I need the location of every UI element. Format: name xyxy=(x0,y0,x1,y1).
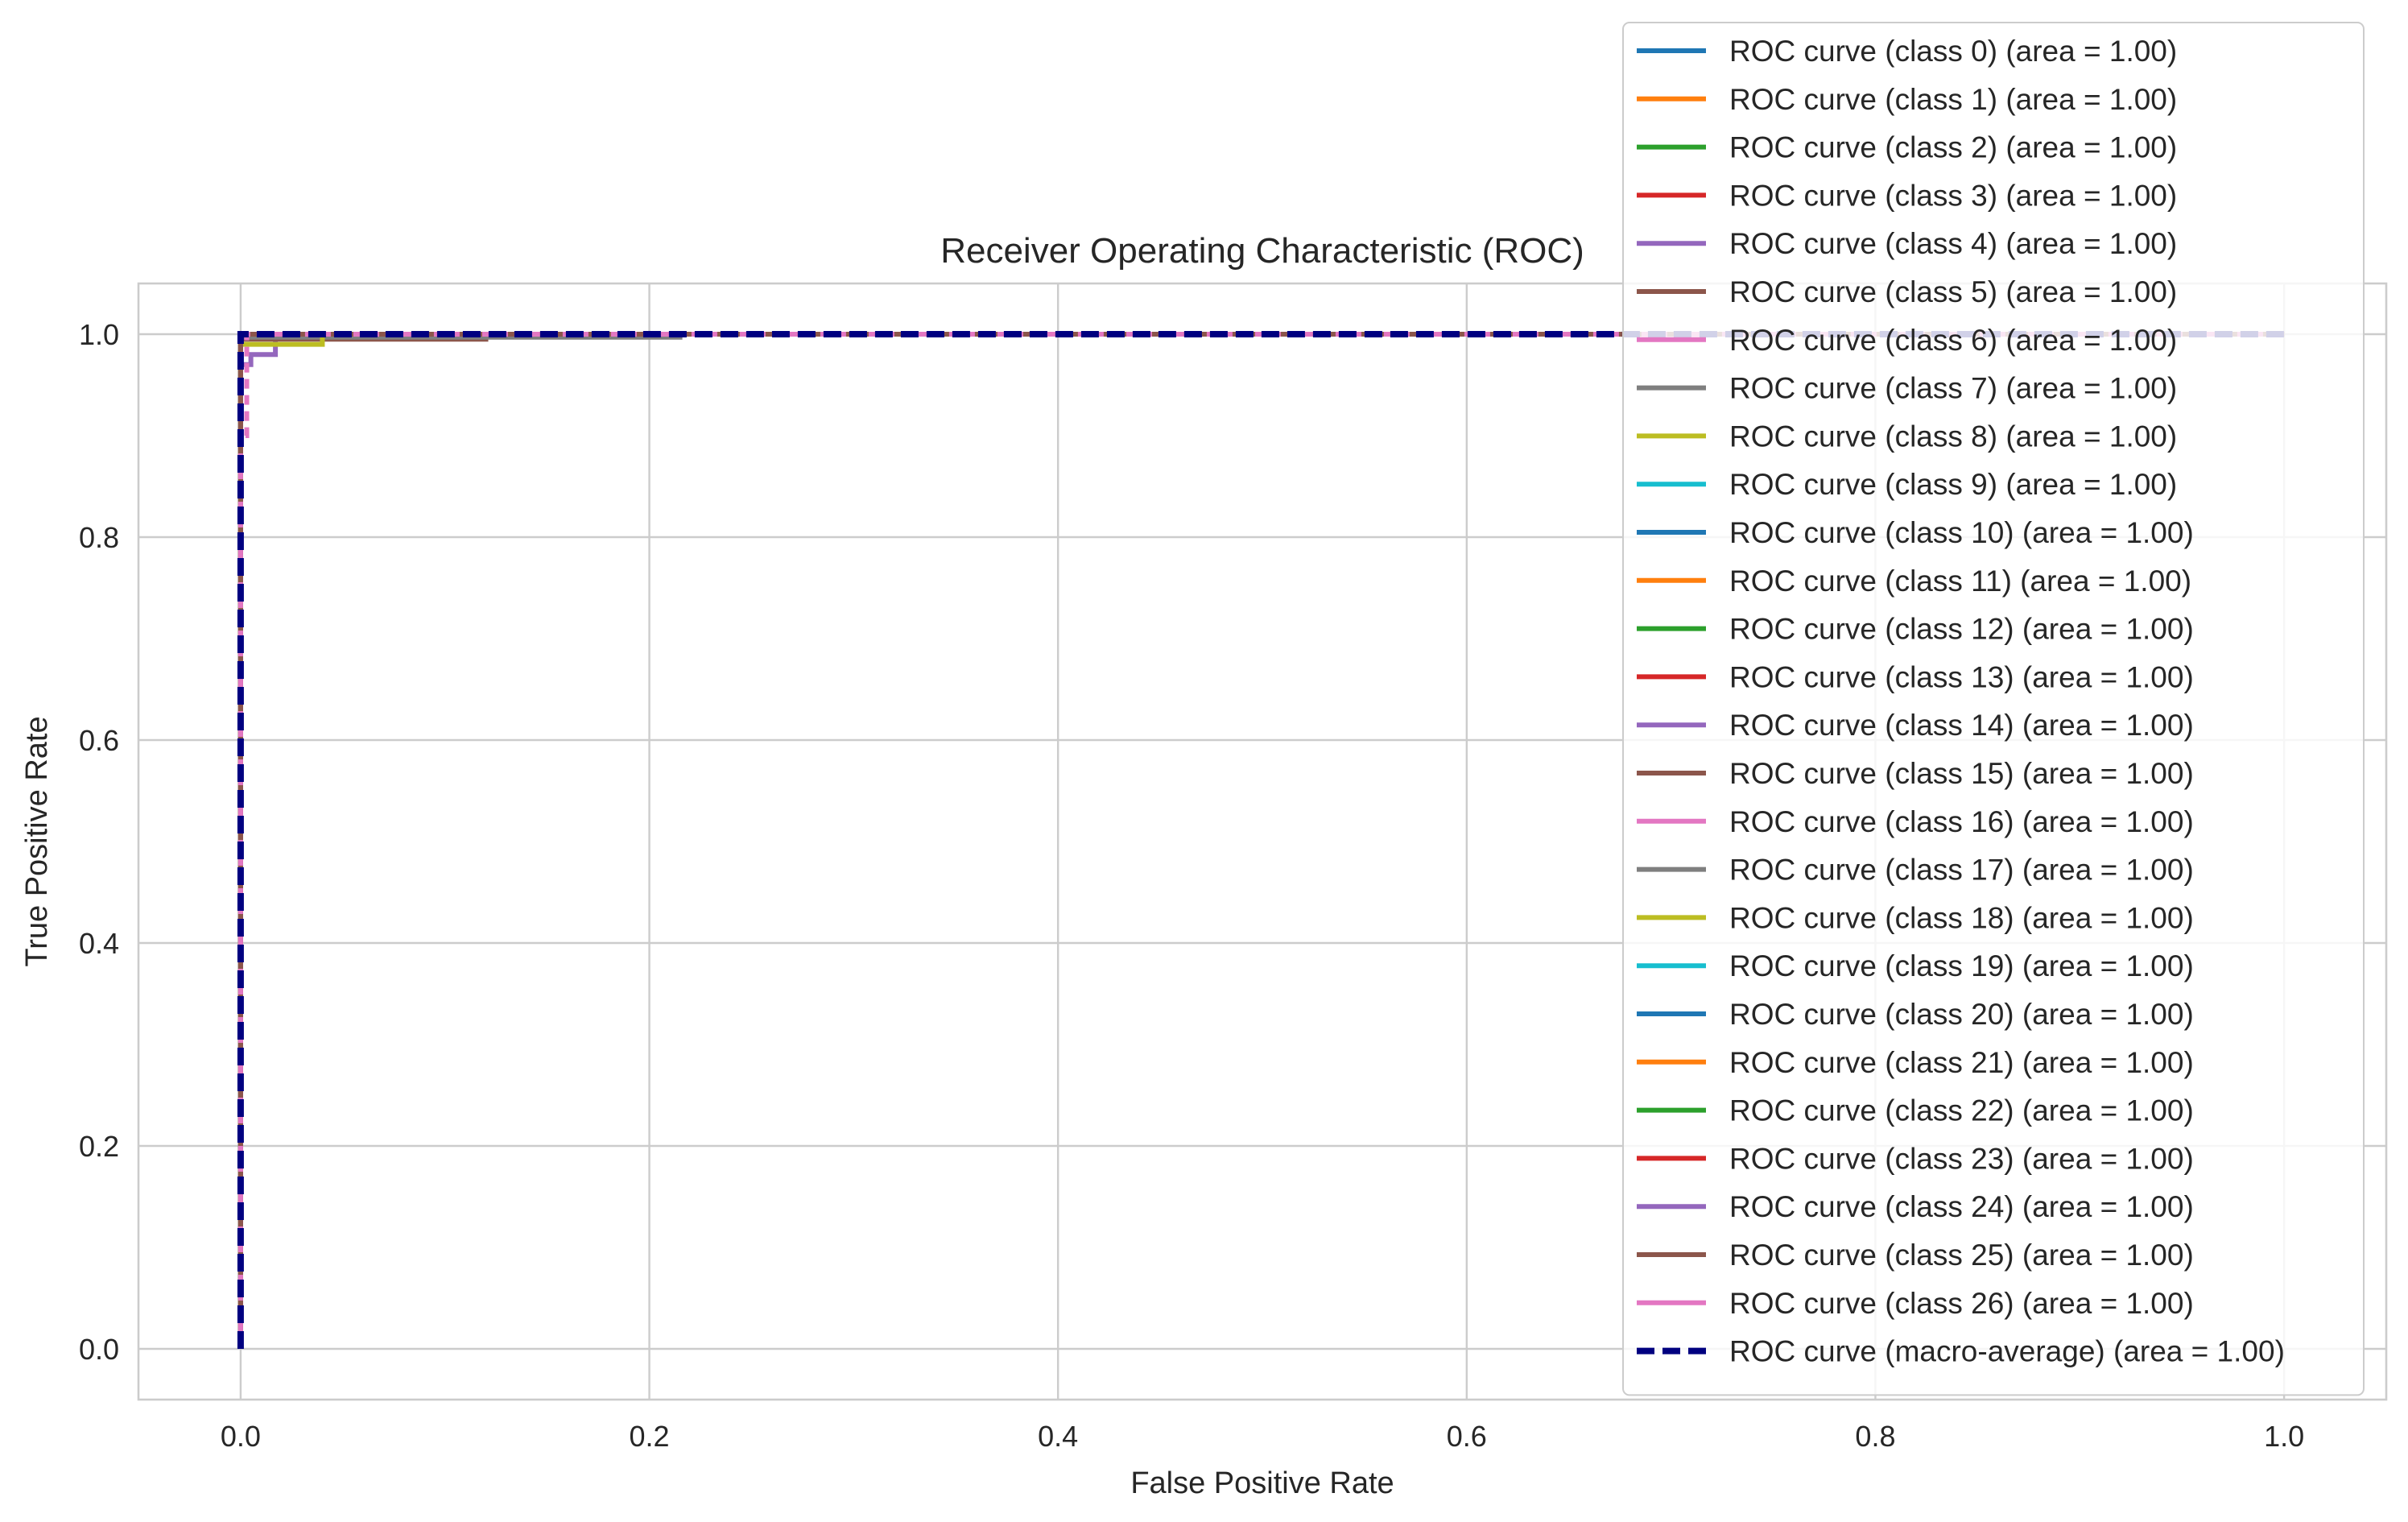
legend-label: ROC curve (class 1) (area = 1.00) xyxy=(1729,83,2177,116)
series-lines xyxy=(237,331,2285,1349)
y-tick-label: 0.6 xyxy=(79,724,119,757)
legend-label: ROC curve (class 15) (area = 1.00) xyxy=(1729,757,2194,790)
legend-label: ROC curve (class 0) (area = 1.00) xyxy=(1729,35,2177,68)
legend-label: ROC curve (class 8) (area = 1.00) xyxy=(1729,420,2177,453)
x-tick-label: 0.8 xyxy=(1855,1420,1895,1453)
legend-label: ROC curve (class 5) (area = 1.00) xyxy=(1729,275,2177,308)
legend-label: ROC curve (class 14) (area = 1.00) xyxy=(1729,709,2194,742)
ticks: 0.0 0.2 0.4 0.6 0.8 1.0 0.0 0.2 0.4 0.6 0.8 1.0 xyxy=(79,318,2304,1453)
legend-label: ROC curve (class 10) (area = 1.00) xyxy=(1729,516,2194,549)
legend-label: ROC curve (class 18) (area = 1.00) xyxy=(1729,901,2194,934)
axes-frame xyxy=(137,282,2388,1401)
legend-label: ROC curve (macro-average) (area = 1.00) xyxy=(1729,1335,2285,1368)
y-tick-label: 0.4 xyxy=(79,927,119,960)
legend-label: ROC curve (class 19) (area = 1.00) xyxy=(1729,949,2194,982)
legend-label: ROC curve (class 17) (area = 1.00) xyxy=(1729,854,2194,887)
legend-label: ROC curve (class 7) (area = 1.00) xyxy=(1729,372,2177,405)
legend-label: ROC curve (class 12) (area = 1.00) xyxy=(1729,613,2194,646)
x-tick-label: 0.0 xyxy=(221,1420,261,1453)
legend-label: ROC curve (class 11) (area = 1.00) xyxy=(1729,565,2191,598)
legend-label: ROC curve (class 24) (area = 1.00) xyxy=(1729,1190,2194,1223)
series-line-macro-average xyxy=(237,331,2285,1349)
legend-box xyxy=(1622,22,2365,1396)
legend-label: ROC curve (class 6) (area = 1.00) xyxy=(1729,324,2177,357)
y-tick-label: 0.0 xyxy=(79,1333,119,1366)
x-tick-label: 1.0 xyxy=(2264,1420,2304,1453)
y-tick-label: 1.0 xyxy=(79,318,119,351)
legend-label: ROC curve (class 3) (area = 1.00) xyxy=(1729,179,2177,212)
legend-label: ROC curve (class 22) (area = 1.00) xyxy=(1729,1094,2194,1127)
axes-border xyxy=(137,282,2388,1401)
x-axis-label: False Positive Rate xyxy=(1130,1466,1394,1500)
legend-label: ROC curve (class 23) (area = 1.00) xyxy=(1729,1142,2194,1175)
legend-label: ROC curve (class 21) (area = 1.00) xyxy=(1729,1046,2194,1079)
chart-title: Receiver Operating Characteristic (ROC) xyxy=(940,231,1584,271)
y-axis-label: True Positive Rate xyxy=(20,716,54,966)
legend-label: ROC curve (class 16) (area = 1.00) xyxy=(1729,805,2194,838)
legend-label: ROC curve (class 26) (area = 1.00) xyxy=(1729,1287,2194,1320)
x-tick-label: 0.4 xyxy=(1038,1420,1078,1453)
legend-label: ROC curve (class 25) (area = 1.00) xyxy=(1729,1239,2194,1272)
legend-label: ROC curve (class 4) (area = 1.00) xyxy=(1729,227,2177,260)
x-tick-label: 0.6 xyxy=(1447,1420,1487,1453)
series-line-class-26 xyxy=(237,332,2285,1349)
x-tick-label: 0.2 xyxy=(630,1420,670,1453)
y-tick-label: 0.2 xyxy=(79,1130,119,1163)
legend-label: ROC curve (class 9) (area = 1.00) xyxy=(1729,468,2177,501)
legend: ROC curve (class 0) (area = 1.00) ROC cur… xyxy=(1622,22,2365,1396)
y-tick-label: 0.8 xyxy=(79,521,119,554)
legend-label: ROC curve (class 13) (area = 1.00) xyxy=(1729,660,2194,693)
legend-label: ROC curve (class 2) (area = 1.00) xyxy=(1729,131,2177,164)
legend-label: ROC curve (class 20) (area = 1.00) xyxy=(1729,998,2194,1031)
